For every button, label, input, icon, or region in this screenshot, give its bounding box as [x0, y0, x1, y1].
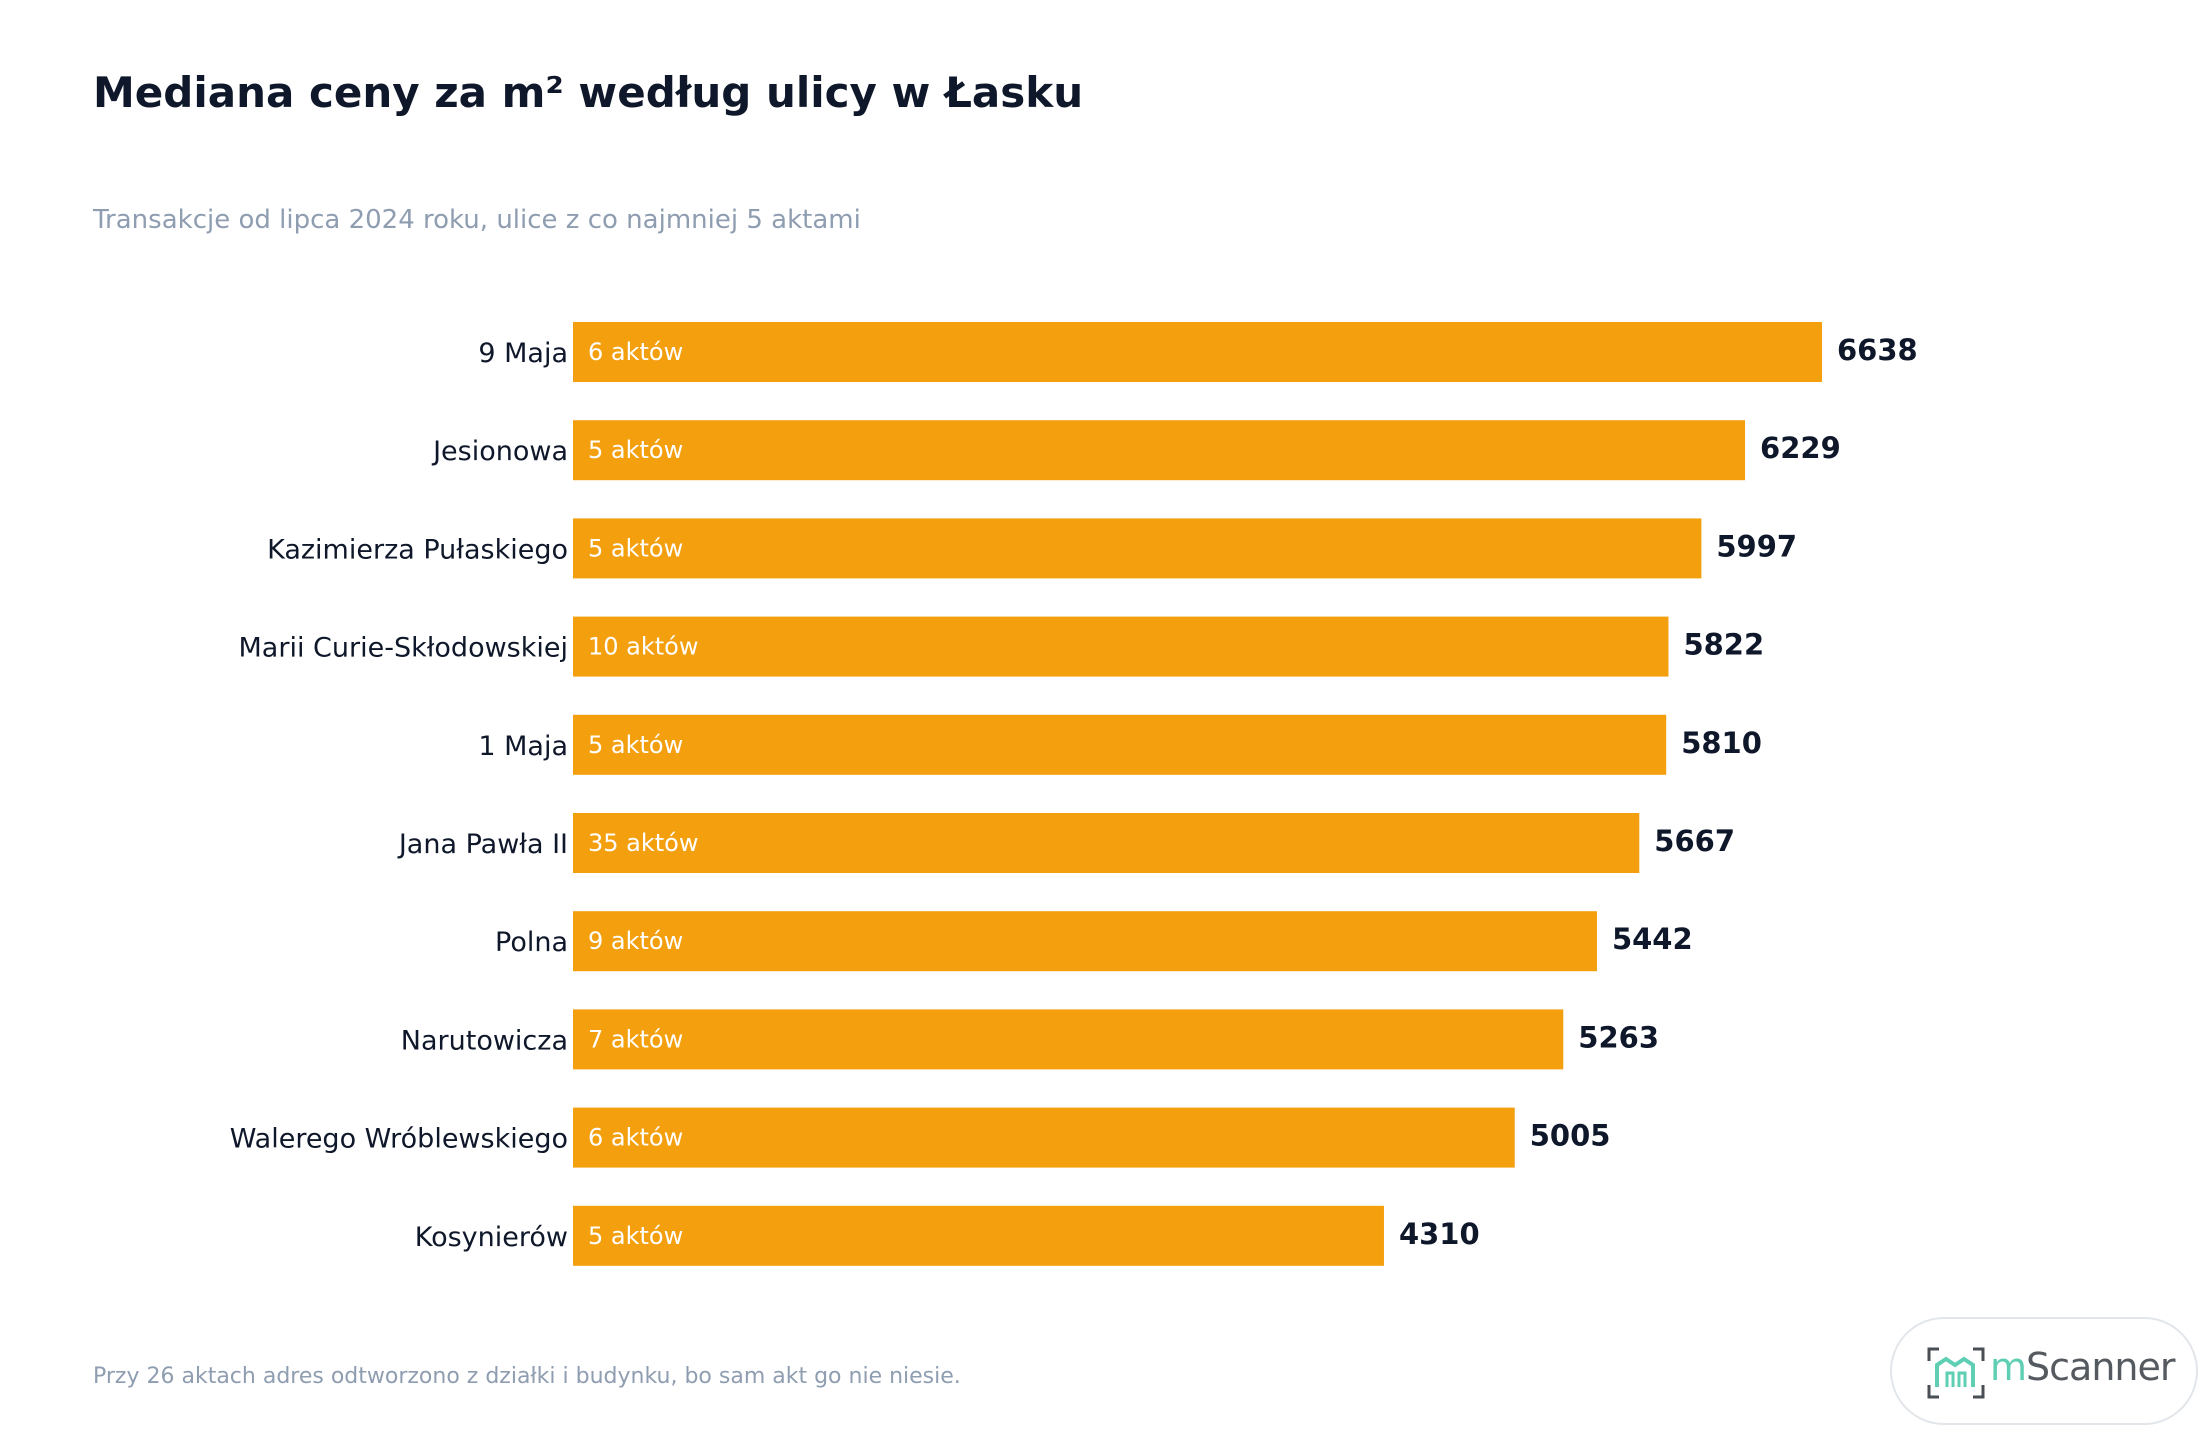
value-label: 5263 — [1578, 1020, 1659, 1054]
value-label: 5997 — [1716, 529, 1797, 563]
bar — [573, 714, 1667, 775]
logo-prefix: m — [1990, 1345, 2027, 1389]
bar — [573, 813, 1640, 873]
bar — [573, 420, 1746, 481]
bar — [573, 1107, 1515, 1168]
category-label: Kosynierów — [415, 1222, 568, 1253]
mscanner-logo: mScanner — [1890, 1317, 2198, 1425]
category-label: Polna — [495, 927, 568, 958]
value-label: 4310 — [1399, 1217, 1480, 1251]
category-label: Jesionowa — [431, 436, 568, 467]
building-scan-icon — [1927, 1347, 1985, 1403]
count-label: 10 aktów — [588, 633, 699, 661]
count-label: 6 aktów — [588, 338, 683, 366]
count-label: 6 aktów — [588, 1124, 683, 1152]
count-label: 35 aktów — [588, 829, 699, 857]
bar — [573, 518, 1702, 579]
bar — [573, 911, 1597, 972]
category-label: Walerego Wróblewskiego — [230, 1124, 568, 1155]
bar — [573, 1009, 1564, 1070]
footnote: Przy 26 aktach adres odtworzono z działk… — [93, 1364, 961, 1389]
category-label: Kazimierza Pułaskiego — [267, 534, 568, 565]
value-label: 6229 — [1760, 431, 1841, 465]
chart-subtitle: Transakcje od lipca 2024 roku, ulice z c… — [93, 205, 861, 235]
category-label: Marii Curie-Skłodowskiej — [239, 633, 568, 664]
category-label: 9 Maja — [478, 338, 568, 369]
bar — [573, 1205, 1384, 1266]
value-label: 6638 — [1837, 333, 1918, 367]
bar — [573, 616, 1669, 677]
chart-title: Mediana ceny za m² według ulicy w Łasku — [93, 68, 1084, 117]
count-label: 9 aktów — [588, 927, 683, 955]
value-label: 5667 — [1654, 824, 1735, 858]
category-label: Narutowicza — [401, 1025, 568, 1056]
value-label: 5810 — [1681, 726, 1762, 760]
value-label: 5442 — [1612, 922, 1693, 956]
count-label: 5 aktów — [588, 436, 683, 464]
bar — [573, 322, 1822, 382]
value-label: 5822 — [1683, 628, 1764, 662]
category-label: 1 Maja — [478, 731, 568, 762]
value-label: 5005 — [1530, 1119, 1611, 1153]
count-label: 5 aktów — [588, 534, 683, 562]
count-label: 7 aktów — [588, 1025, 683, 1053]
count-label: 5 aktów — [588, 731, 683, 759]
logo-name: Scanner — [2026, 1345, 2175, 1389]
logo-wordmark: mScanner — [1990, 1345, 2176, 1389]
count-label: 5 aktów — [588, 1222, 683, 1250]
category-label: Jana Pawła II — [397, 829, 568, 860]
